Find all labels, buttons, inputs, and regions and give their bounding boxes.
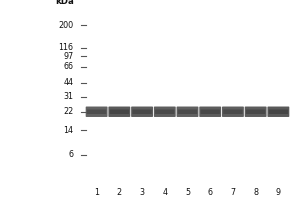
Text: 44: 44 <box>64 78 74 87</box>
Text: 14: 14 <box>64 126 74 135</box>
FancyBboxPatch shape <box>223 110 243 114</box>
Text: 7: 7 <box>230 188 236 197</box>
Text: 200: 200 <box>58 21 74 30</box>
FancyBboxPatch shape <box>131 107 153 117</box>
Text: 97: 97 <box>63 52 74 61</box>
FancyBboxPatch shape <box>222 107 244 117</box>
Text: 6: 6 <box>208 188 213 197</box>
FancyBboxPatch shape <box>267 107 289 117</box>
Text: 9: 9 <box>276 188 281 197</box>
FancyBboxPatch shape <box>246 110 266 114</box>
Text: 31: 31 <box>64 92 74 101</box>
Text: 3: 3 <box>140 188 145 197</box>
FancyBboxPatch shape <box>177 107 198 117</box>
FancyBboxPatch shape <box>86 107 108 117</box>
FancyBboxPatch shape <box>245 107 267 117</box>
Text: 22: 22 <box>63 107 74 116</box>
FancyBboxPatch shape <box>87 110 106 114</box>
FancyBboxPatch shape <box>199 107 221 117</box>
FancyBboxPatch shape <box>154 107 176 117</box>
FancyBboxPatch shape <box>200 110 220 114</box>
Text: 4: 4 <box>162 188 167 197</box>
FancyBboxPatch shape <box>108 107 130 117</box>
FancyBboxPatch shape <box>110 110 129 114</box>
FancyBboxPatch shape <box>155 110 175 114</box>
Text: 8: 8 <box>253 188 258 197</box>
Text: 2: 2 <box>117 188 122 197</box>
FancyBboxPatch shape <box>132 110 152 114</box>
Text: kDa: kDa <box>55 0 74 6</box>
Text: 1: 1 <box>94 188 99 197</box>
Text: 66: 66 <box>64 62 74 71</box>
Text: 116: 116 <box>58 43 74 52</box>
Text: 6: 6 <box>68 150 74 159</box>
FancyBboxPatch shape <box>178 110 197 114</box>
Text: 5: 5 <box>185 188 190 197</box>
FancyBboxPatch shape <box>269 110 288 114</box>
